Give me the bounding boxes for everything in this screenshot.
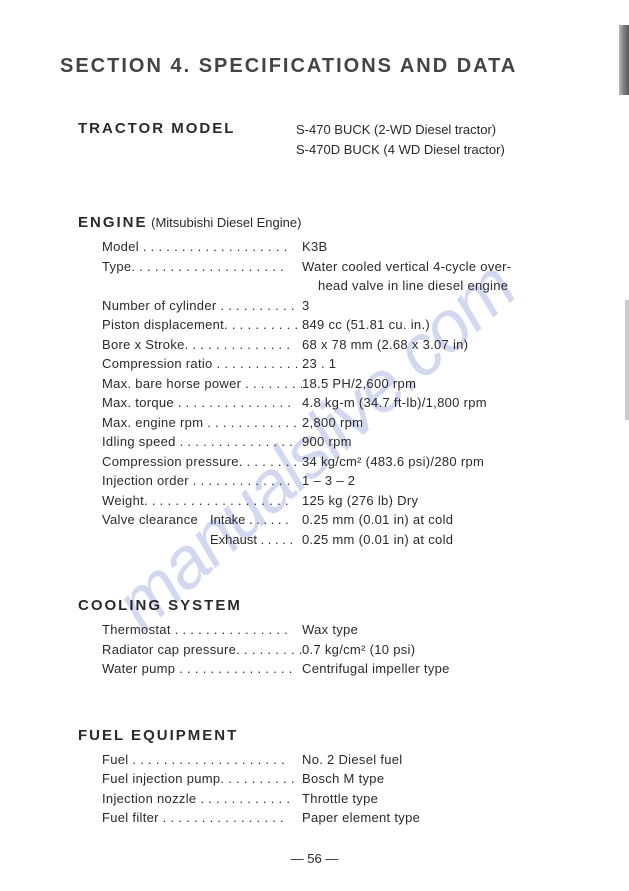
page-number: — 56 —: [0, 851, 629, 866]
spec-value: 2,800 rpm: [302, 413, 579, 433]
spec-label: Compression pressure. . . . . . . . .: [102, 452, 302, 472]
spec-label: Max. bare horse power . . . . . . . .: [102, 374, 302, 394]
spec-value: Bosch M type: [302, 769, 579, 789]
spec-label: Idling speed . . . . . . . . . . . . . .…: [102, 432, 302, 452]
spec-row: Fuel filter . . . . . . . . . . . . . . …: [102, 808, 579, 828]
spec-value: 900 rpm: [302, 432, 579, 452]
valve-clearance-label: Valve clearance: [102, 510, 210, 530]
engine-section: ENGINE (Mitsubishi Diesel Engine) Model …: [60, 214, 579, 549]
spec-label: Max. engine rpm . . . . . . . . . . . .: [102, 413, 302, 433]
fuel-heading: FUEL EQUIPMENT: [78, 727, 579, 744]
spec-value: 68 x 78 mm (2.68 x 3.07 in): [302, 335, 579, 355]
spec-value: 23 . 1: [302, 354, 579, 374]
spec-value: Water cooled vertical 4-cycle over-: [302, 257, 579, 277]
spec-label: Model . . . . . . . . . . . . . . . . . …: [102, 237, 302, 257]
spec-value-continuation: head valve in line diesel engine: [302, 276, 579, 296]
spec-row: Weight. . . . . . . . . . . . . . . . . …: [102, 491, 579, 511]
fuel-spec-list: Fuel . . . . . . . . . . . . . . . . . .…: [78, 750, 579, 828]
cooling-spec-list: Thermostat . . . . . . . . . . . . . . .…: [78, 620, 579, 679]
spec-value: K3B: [302, 237, 579, 257]
spec-row: Water pump . . . . . . . . . . . . . . .…: [102, 659, 579, 679]
spec-row: Compression ratio . . . . . . . . . . .2…: [102, 354, 579, 374]
spec-value: Throttle type: [302, 789, 579, 809]
spec-label: Piston displacement. . . . . . . . . .: [102, 315, 302, 335]
spec-label: Compression ratio . . . . . . . . . . .: [102, 354, 302, 374]
spec-label: Bore x Stroke. . . . . . . . . . . . . .: [102, 335, 302, 355]
spec-label: Fuel filter . . . . . . . . . . . . . . …: [102, 808, 302, 828]
fuel-section: FUEL EQUIPMENT Fuel . . . . . . . . . . …: [60, 727, 579, 828]
model-line-1: S-470 BUCK (2-WD Diesel tractor): [296, 120, 505, 140]
spec-label: Max. torque . . . . . . . . . . . . . . …: [102, 393, 302, 413]
spec-label: Weight. . . . . . . . . . . . . . . . . …: [102, 491, 302, 511]
spec-value: 0.7 kg/cm² (10 psi): [302, 640, 579, 660]
spec-value: 18.5 PH/2,600 rpm: [302, 374, 579, 394]
valve-row-intake: Valve clearanceIntake . . . . . .0.25 mm…: [102, 510, 579, 530]
spec-row: Fuel injection pump. . . . . . . . . .Bo…: [102, 769, 579, 789]
spec-value: Centrifugal impeller type: [302, 659, 579, 679]
valve-row-exhaust: Exhaust . . . . .0.25 mm (0.01 in) at co…: [102, 530, 579, 550]
spec-value: 125 kg (276 lb) Dry: [302, 491, 579, 511]
valve-clearance-spacer: [102, 530, 210, 550]
spec-row: Number of cylinder . . . . . . . . . .3: [102, 296, 579, 316]
tractor-model-label: TRACTOR MODEL: [78, 120, 296, 159]
engine-heading-text: ENGINE: [78, 214, 148, 231]
spec-label: Fuel injection pump. . . . . . . . . .: [102, 769, 302, 789]
spec-value: 34 kg/cm² (483.6 psi)/280 rpm: [302, 452, 579, 472]
spec-row: Piston displacement. . . . . . . . . .84…: [102, 315, 579, 335]
spec-row: Thermostat . . . . . . . . . . . . . . .…: [102, 620, 579, 640]
spec-row: Radiator cap pressure. . . . . . . . .0.…: [102, 640, 579, 660]
spec-label: Water pump . . . . . . . . . . . . . . .: [102, 659, 302, 679]
spec-value: Paper element type: [302, 808, 579, 828]
spec-row: Injection order . . . . . . . . . . . . …: [102, 471, 579, 491]
spec-value: 4.8 kg-m (34.7 ft-lb)/1,800 rpm: [302, 393, 579, 413]
spec-row: Type. . . . . . . . . . . . . . . . . . …: [102, 257, 579, 277]
tractor-model-block: TRACTOR MODEL S-470 BUCK (2-WD Diesel tr…: [60, 120, 579, 159]
spec-label: Thermostat . . . . . . . . . . . . . . .: [102, 620, 302, 640]
engine-subheading: (Mitsubishi Diesel Engine): [148, 215, 302, 230]
spec-value: 3: [302, 296, 579, 316]
spec-row: Compression pressure. . . . . . . . .34 …: [102, 452, 579, 472]
valve-intake-value: 0.25 mm (0.01 in) at cold: [302, 510, 579, 530]
spec-row-continuation: head valve in line diesel engine: [102, 276, 579, 296]
engine-spec-list: Model . . . . . . . . . . . . . . . . . …: [78, 237, 579, 549]
spec-row: Max. torque . . . . . . . . . . . . . . …: [102, 393, 579, 413]
tractor-model-values: S-470 BUCK (2-WD Diesel tractor) S-470D …: [296, 120, 505, 159]
spec-value: No. 2 Diesel fuel: [302, 750, 579, 770]
spec-label: Injection order . . . . . . . . . . . . …: [102, 471, 302, 491]
spec-row: Max. bare horse power . . . . . . . .18.…: [102, 374, 579, 394]
spec-row: Max. engine rpm . . . . . . . . . . . .2…: [102, 413, 579, 433]
spec-value: Wax type: [302, 620, 579, 640]
spec-row: Model . . . . . . . . . . . . . . . . . …: [102, 237, 579, 257]
spec-label: Type. . . . . . . . . . . . . . . . . . …: [102, 257, 302, 277]
engine-heading: ENGINE (Mitsubishi Diesel Engine): [78, 214, 579, 231]
spec-label: Injection nozzle . . . . . . . . . . . .: [102, 789, 302, 809]
spec-row: Fuel . . . . . . . . . . . . . . . . . .…: [102, 750, 579, 770]
section-title: SECTION 4. SPECIFICATIONS AND DATA: [60, 55, 579, 78]
spec-label: Radiator cap pressure. . . . . . . . .: [102, 640, 302, 660]
valve-exhaust-label: Exhaust . . . . .: [210, 530, 302, 550]
spec-value: 849 cc (51.81 cu. in.): [302, 315, 579, 335]
spec-label: Number of cylinder . . . . . . . . . .: [102, 296, 302, 316]
model-line-2: S-470D BUCK (4 WD Diesel tractor): [296, 140, 505, 160]
spec-row: Idling speed . . . . . . . . . . . . . .…: [102, 432, 579, 452]
spec-row: Bore x Stroke. . . . . . . . . . . . . .…: [102, 335, 579, 355]
spec-label: Fuel . . . . . . . . . . . . . . . . . .…: [102, 750, 302, 770]
valve-exhaust-value: 0.25 mm (0.01 in) at cold: [302, 530, 579, 550]
valve-intake-label: Intake . . . . . .: [210, 510, 302, 530]
cooling-section: COOLING SYSTEM Thermostat . . . . . . . …: [60, 597, 579, 679]
spec-row: Injection nozzle . . . . . . . . . . . .…: [102, 789, 579, 809]
spec-value: 1 – 3 – 2: [302, 471, 579, 491]
cooling-heading: COOLING SYSTEM: [78, 597, 579, 614]
